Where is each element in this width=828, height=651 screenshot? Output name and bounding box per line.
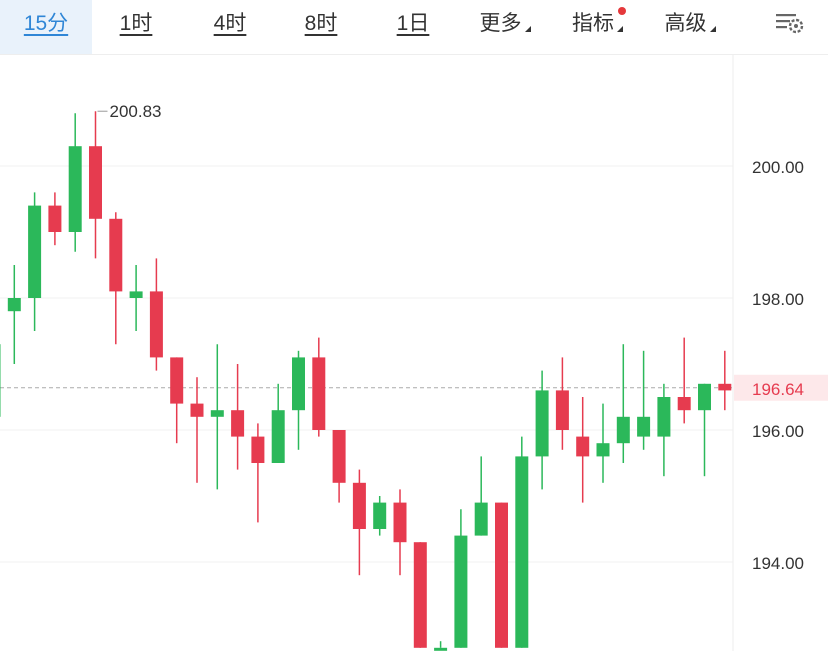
dropdown-caret-icon: [617, 26, 623, 32]
tab-6[interactable]: 更多: [465, 0, 545, 54]
candle-body: [515, 456, 529, 648]
candle-body: [434, 647, 448, 651]
candle-body: [474, 502, 488, 536]
current-price-label: 196.64: [752, 380, 804, 399]
tab-label: 指标: [572, 12, 614, 35]
candle-body: [28, 205, 42, 298]
candle-body: [535, 390, 549, 457]
candle-body: [292, 357, 305, 411]
candle-body: [413, 542, 427, 648]
candle-body: [698, 383, 711, 411]
high-price-label: 200.83: [110, 102, 162, 121]
candle-body: [149, 291, 163, 358]
candle-body: [109, 218, 123, 292]
current-price-badge: [734, 374, 828, 401]
candle-body: [170, 357, 184, 404]
timeframe-toolbar: 15分 1时 4时 8时 1日 更多 指标 高级: [0, 0, 828, 55]
tab-1[interactable]: 15分: [0, 0, 92, 54]
candle-body: [616, 416, 630, 444]
candle-body: [190, 403, 204, 417]
tab-2[interactable]: 1时: [105, 0, 167, 54]
dropdown-caret-icon: [709, 26, 716, 32]
tab-8[interactable]: 高级: [650, 0, 730, 54]
candle-body: [495, 502, 508, 648]
tab-label: 15分: [23, 12, 69, 35]
tab-label: 更多: [479, 12, 522, 35]
tab-label: 8时: [304, 12, 338, 35]
candlestick-chart[interactable]: 200.00 198.00 196.00 194.00 196.64 200.83: [0, 55, 828, 651]
candle-body: [271, 410, 285, 463]
candle-body: [251, 436, 265, 463]
y-tick-label: 196.00: [752, 422, 804, 441]
y-tick-label: 194.00: [752, 554, 804, 573]
candle-body: [89, 146, 102, 219]
candle-body: [454, 535, 468, 648]
tab-label: 1日: [396, 12, 430, 35]
candle-body: [48, 205, 62, 232]
candle-body: [718, 383, 732, 391]
dropdown-caret-icon: [524, 26, 531, 32]
candle-body: [312, 357, 326, 430]
candle-body: [68, 146, 82, 232]
tab-7[interactable]: 指标: [560, 0, 635, 54]
y-tick-label: 200.00: [752, 158, 804, 177]
tab-4[interactable]: 8时: [285, 0, 357, 54]
candle-body: [637, 416, 651, 437]
candle-body: [555, 390, 569, 430]
candle-body: [677, 397, 691, 411]
candle-body: [129, 291, 143, 298]
candle-body: [657, 397, 671, 437]
chart-settings-button[interactable]: [768, 0, 828, 54]
candle-body: [393, 502, 407, 543]
candle-body: [7, 298, 21, 312]
candle-body: [576, 436, 590, 457]
tab-label: 1时: [119, 12, 153, 35]
candle-body: [373, 502, 387, 529]
tab-label: 4时: [213, 12, 247, 35]
candle-body: [0, 344, 1, 417]
candle-body: [332, 430, 346, 483]
tab-5[interactable]: 1日: [375, 0, 451, 54]
candle-body: [210, 410, 224, 417]
y-tick-label: 198.00: [752, 290, 804, 309]
tab-label: 高级: [664, 12, 707, 35]
candle-body: [596, 443, 610, 457]
chart-settings-icon: [776, 14, 804, 34]
candle-body: [231, 410, 245, 437]
notification-dot-icon: [618, 7, 626, 15]
candle-body: [352, 482, 366, 529]
tab-3[interactable]: 4时: [195, 0, 265, 54]
